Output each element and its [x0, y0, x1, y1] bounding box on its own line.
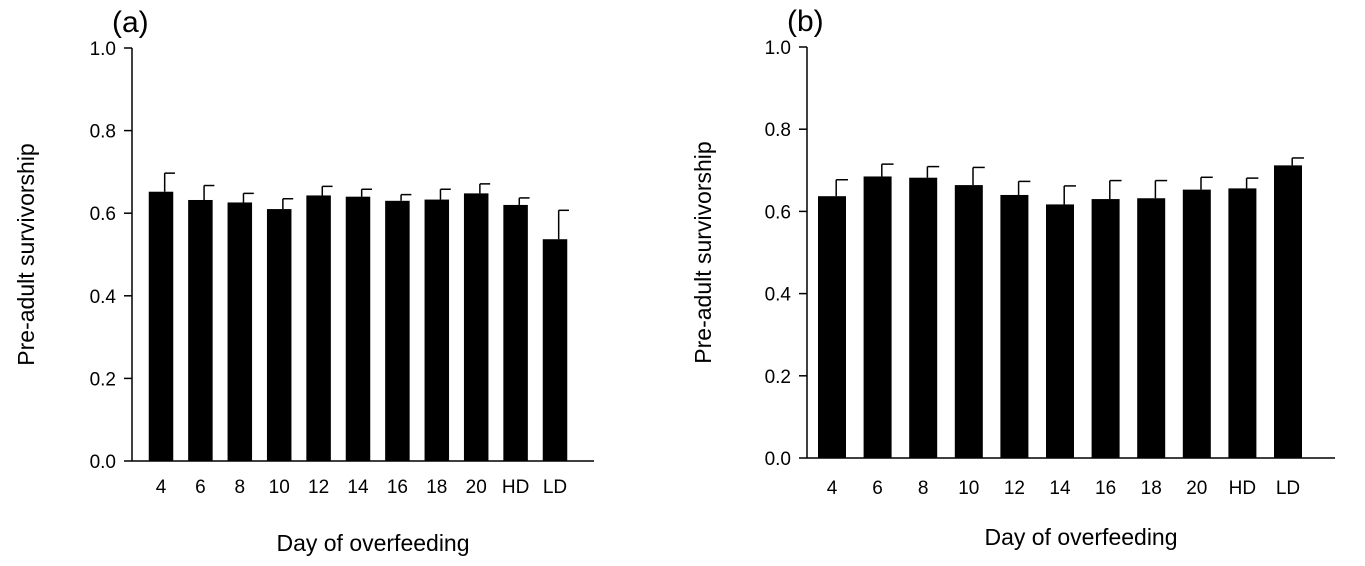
x-tick-label: 18 [426, 477, 447, 498]
bar [1091, 199, 1120, 458]
y-tick-label: 0.4 [90, 287, 117, 308]
bar [148, 191, 174, 461]
chart-panel-b: (b) 0.0 0.2 0.4 0.6 0.8 1.0 4 6 8 10 12 14 16 18 20 HD LD… [690, 5, 1335, 550]
x-tick-label: 14 [1049, 478, 1071, 499]
bar [909, 177, 938, 458]
bar [385, 200, 410, 461]
y-tick-label: 0.2 [90, 369, 116, 390]
y-tick-label: 0.2 [765, 367, 791, 388]
y-tick-label: 0.8 [765, 120, 791, 141]
y-tick-label: 0.8 [90, 122, 116, 143]
bar [503, 204, 528, 461]
y-tick-label: 0.0 [90, 452, 116, 473]
y-tick-label: 0.4 [765, 285, 792, 306]
x-axis-title: Day of overfeeding [984, 524, 1177, 550]
y-axis-title: Pre-adult survivorship [690, 141, 716, 363]
bar [818, 196, 846, 458]
y-tick-label: 0.6 [765, 202, 791, 223]
bar [542, 239, 568, 461]
bar [1137, 198, 1166, 459]
panel-label: (b) [787, 5, 824, 38]
x-tick-label: 10 [269, 477, 290, 498]
bar [345, 196, 371, 461]
bar [188, 199, 213, 461]
y-axis-title: Pre-adult survivorship [13, 143, 39, 365]
x-tick-label: HD [502, 477, 529, 498]
x-axis-title: Day of overfeeding [276, 530, 469, 556]
bar [1046, 204, 1074, 458]
x-tick-label: 12 [308, 477, 329, 498]
bar [1274, 165, 1302, 459]
y-tick-label: 1.0 [90, 39, 116, 60]
x-tick-label: 8 [918, 478, 929, 499]
bar [863, 176, 892, 458]
y-tick-label: 0.6 [90, 204, 116, 225]
bar [266, 209, 292, 461]
x-tick-label: 6 [195, 477, 206, 498]
bar [306, 195, 331, 462]
x-tick-label: 14 [347, 477, 369, 498]
x-tick-label: 10 [958, 478, 979, 499]
bar [1228, 188, 1257, 458]
bar [463, 193, 489, 461]
x-tick-label: 20 [1186, 478, 1207, 499]
bar [1000, 194, 1029, 458]
x-tick-label: 18 [1141, 478, 1162, 499]
bar [424, 199, 450, 462]
x-tick-label: 6 [872, 478, 883, 499]
x-tick-label: 12 [1004, 478, 1025, 499]
bar [954, 185, 983, 458]
panel-label: (a) [112, 6, 149, 39]
x-tick-label: LD [543, 477, 567, 498]
x-tick-label: LD [1276, 478, 1300, 499]
x-tick-label: 16 [1095, 478, 1116, 499]
x-tick-label: 16 [387, 477, 408, 498]
x-tick-label: 4 [827, 478, 838, 499]
x-tick-label: HD [1229, 478, 1256, 499]
x-tick-label: 20 [466, 477, 487, 498]
bar [1182, 189, 1211, 458]
y-tick-label: 0.0 [765, 449, 791, 470]
bar [227, 202, 253, 461]
x-tick-label: 8 [235, 477, 246, 498]
x-tick-label: 4 [156, 477, 167, 498]
y-tick-label: 1.0 [765, 38, 791, 59]
chart-panel-a: (a) 0.0 0.2 0.4 0.6 0.8 1.0 4 6 8 10 12 14 16 18 20 HD LD… [13, 6, 594, 556]
